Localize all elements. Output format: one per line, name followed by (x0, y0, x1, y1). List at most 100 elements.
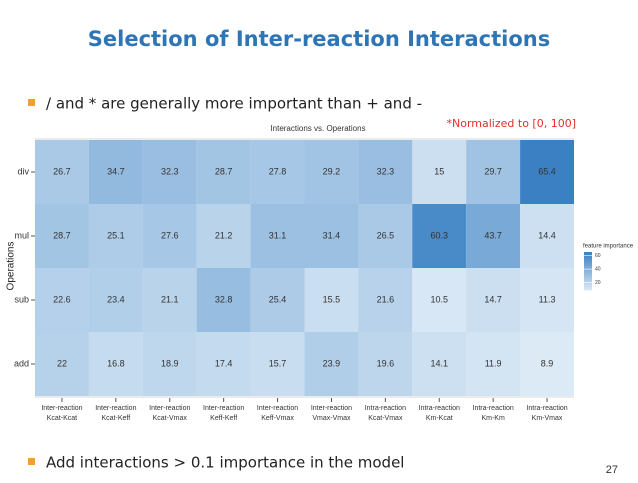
x-tick-label: Keff-Vmax (261, 415, 294, 422)
colorbar-tick-label: 60 (595, 253, 601, 259)
chart-title: Interactions vs. Operations (270, 124, 365, 133)
cell-label: 23.4 (107, 294, 125, 304)
row-label: mul (14, 230, 29, 240)
heatmap-cell (196, 332, 251, 396)
heatmap-cell (250, 140, 305, 204)
colorbar-title: feature importance (583, 244, 634, 250)
cell-label: 19.6 (377, 358, 395, 368)
colorbar-segment (584, 272, 592, 276)
cell-label: 31.1 (269, 230, 287, 240)
cell-label: 25.4 (269, 294, 287, 304)
colorbar-segment (584, 280, 592, 283)
cell-label: 32.3 (377, 166, 395, 176)
colorbar-segment (584, 267, 592, 270)
heatmap-cell (412, 268, 467, 332)
heatmap-cell (142, 140, 197, 204)
colorbar-segment (584, 288, 592, 291)
cell-label: 28.7 (53, 230, 71, 240)
colorbar-tick-label: 40 (595, 266, 601, 272)
x-tick-label: Vmax-Vmax (312, 415, 351, 422)
cell-label: 15.7 (269, 358, 287, 368)
heatmap-cell (250, 332, 305, 396)
x-tick-label: Inter-reaction (311, 405, 352, 412)
row-label: sub (14, 294, 29, 304)
cell-label: 31.4 (323, 230, 341, 240)
x-tick-label: Inter-reaction (95, 405, 136, 412)
colorbar-segment (584, 284, 592, 287)
cell-label: 8.9 (541, 358, 554, 368)
row-label: add (14, 358, 29, 368)
cell-label: 34.7 (107, 166, 125, 176)
x-tick-label: Inter-reaction (149, 405, 190, 412)
heatmap-cell (412, 140, 467, 204)
heatmap-cell (88, 268, 143, 332)
bullet-icon (28, 99, 35, 106)
x-tick-label: Kcat-Keff (102, 415, 131, 422)
cell-label: 23.9 (323, 358, 341, 368)
cell-label: 26.5 (377, 230, 395, 240)
heatmap-cell (304, 204, 359, 268)
page-number: 27 (606, 464, 618, 476)
heatmap-cell (304, 268, 359, 332)
colorbar-segment (584, 282, 592, 285)
x-tick-label: Keff-Keff (210, 415, 237, 422)
x-tick-label: Intra-reaction (419, 405, 460, 412)
heatmap-cell (466, 140, 521, 204)
heatmap-cell (358, 140, 413, 204)
x-tick-label: Inter-reaction (41, 405, 82, 412)
cell-label: 25.1 (107, 230, 125, 240)
bullet-icon (28, 458, 35, 465)
x-tick-label: Kcat-Kcat (47, 415, 77, 422)
bullet-text: Add interactions > 0.1 importance in the… (46, 454, 404, 472)
cell-label: 18.9 (161, 358, 179, 368)
cell-label: 29.7 (484, 166, 502, 176)
x-tick-label: Km-Km (481, 415, 505, 422)
slide-title: Selection of Inter-reaction Interactions (88, 27, 550, 51)
heatmap-cell (358, 268, 413, 332)
heatmap-cell (35, 140, 89, 204)
colorbar-segment (584, 259, 592, 262)
cell-label: 60.3 (430, 230, 448, 240)
colorbar-segment (584, 252, 592, 255)
cell-label: 65.4 (538, 166, 556, 176)
heatmap-cell (412, 204, 467, 268)
row-label: div (17, 166, 29, 176)
heatmap-cell (520, 332, 574, 396)
cell-label: 43.7 (484, 230, 502, 240)
heatmap-cell (358, 332, 413, 396)
cell-label: 21.2 (215, 230, 233, 240)
colorbar-segment (584, 263, 592, 266)
heatmap-cell (250, 204, 305, 268)
heatmap-cell (35, 204, 89, 268)
x-tick-label: Inter-reaction (257, 405, 298, 412)
colorbar-segment (584, 276, 592, 280)
cell-label: 14.1 (430, 358, 448, 368)
colorbar-segment (584, 253, 592, 257)
colorbar-segment (584, 261, 592, 264)
cell-label: 22.6 (53, 294, 71, 304)
x-tick-label: Intra-reaction (526, 405, 567, 412)
cell-label: 32.8 (215, 294, 233, 304)
heatmap-cell (196, 268, 251, 332)
x-tick-label: Kcat-Vmax (368, 415, 403, 422)
cell-label: 29.2 (323, 166, 341, 176)
heatmap-cell (466, 268, 521, 332)
bullet-text: / and * are generally more important tha… (46, 95, 422, 113)
heatmap-cell (520, 268, 574, 332)
cell-label: 17.4 (215, 358, 233, 368)
heatmap-cell (88, 204, 143, 268)
x-tick-label: Intra-reaction (365, 405, 406, 412)
cell-label: 16.8 (107, 358, 125, 368)
heatmap-cell (520, 140, 574, 204)
colorbar-segment (584, 274, 592, 278)
cell-label: 26.7 (53, 166, 71, 176)
x-tick-label: Km-Vmax (532, 415, 563, 422)
colorbar-segment (584, 286, 592, 289)
x-tick-label: Inter-reaction (203, 405, 244, 412)
colorbar-segment (584, 278, 592, 281)
cell-label: 10.5 (430, 294, 448, 304)
heatmap-cell (196, 204, 251, 268)
heatmap-cell (304, 140, 359, 204)
cell-label: 21.6 (377, 294, 395, 304)
heatmap-cell (466, 332, 521, 396)
